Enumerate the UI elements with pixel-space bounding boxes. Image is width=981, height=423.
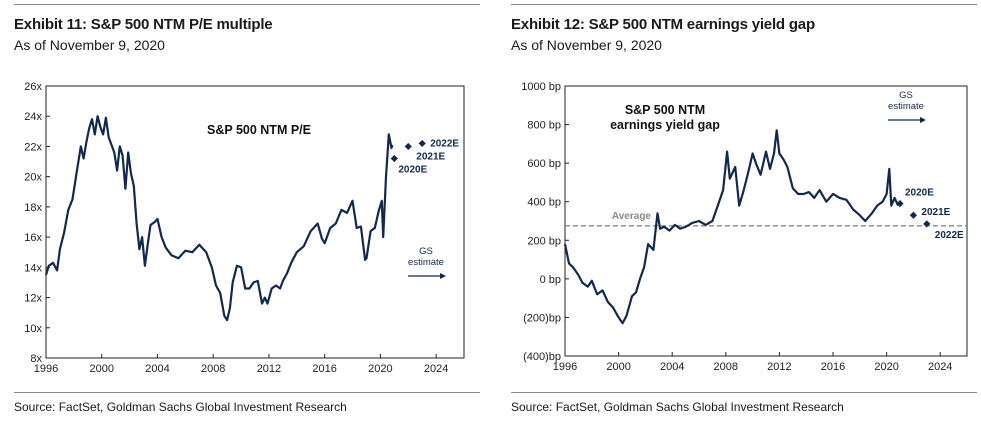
y-tick-label: 200 bp [527, 235, 561, 247]
y-tick-label: 8x [30, 353, 42, 365]
y-tick-label: 18x [24, 202, 42, 214]
estimate-label: 2022E [430, 138, 459, 149]
estimate-label: 2020E [398, 165, 427, 176]
top-rule [511, 4, 977, 5]
x-tick-label: 2004 [145, 363, 169, 375]
x-tick-label: 1996 [553, 361, 577, 373]
x-tick-label: 2016 [312, 363, 336, 375]
estimate-label-text: estimate [888, 101, 924, 112]
y-tick-label: 20x [24, 172, 42, 184]
x-tick-label: 2024 [424, 363, 448, 375]
x-tick-label: 2004 [660, 361, 684, 373]
left-panel: Exhibit 11: S&P 500 NTM P/E multiple As … [0, 0, 480, 423]
x-tick-label: 2024 [928, 361, 952, 373]
estimate-label: 2021E [921, 207, 950, 218]
x-tick-label: 2020 [368, 363, 392, 375]
y-tick-label: 800 bp [527, 120, 561, 132]
estimate-marker-2020e [896, 200, 904, 208]
exhibit-12-source: Source: FactSet, Goldman Sachs Global In… [511, 400, 844, 414]
gs-arrow-head [920, 117, 926, 123]
x-tick-label: 2000 [606, 361, 630, 373]
estimate-marker-2020e [390, 154, 398, 163]
y-tick-label: 10x [24, 323, 42, 335]
right-panel: Exhibit 12: S&P 500 NTM earnings yield g… [497, 0, 977, 423]
estimate-label: 2021E [416, 151, 445, 162]
gs-label: GS [899, 90, 913, 101]
estimate-label-text: estimate [408, 257, 444, 268]
estimate-marker-2021e [404, 142, 412, 151]
gs-arrow-head [440, 273, 446, 279]
earnings-yield-gap-chart: (400)bp (200)bp 0 bp 200 bp 400 bp 600 bp 800 … [521, 81, 968, 373]
x-tick-label: 2008 [714, 361, 738, 373]
estimate-label: 2020E [905, 188, 934, 199]
exhibit-11-title: Exhibit 11: S&P 500 NTM P/E multiple [14, 16, 273, 33]
y-tick-label: 0 bp [540, 274, 561, 286]
x-tick-label: 2012 [257, 363, 281, 375]
y-tick-label: 22x [24, 141, 42, 153]
series-line [563, 129, 900, 325]
y-tick-label: (400)bp [523, 351, 561, 363]
y-tick-label: 26x [24, 81, 42, 93]
chart-inner-title: S&P 500 NTM [625, 103, 705, 117]
plot-frame [564, 85, 968, 357]
x-tick-label: 1996 [34, 363, 58, 375]
y-tick-label: 14x [24, 262, 42, 274]
x-tick-label: 2012 [767, 361, 791, 373]
bottom-rule [511, 392, 977, 393]
estimate-marker-2022e [418, 139, 426, 148]
chart-inner-title: S&P 500 NTM P/E [207, 123, 311, 137]
x-tick-label: 2000 [89, 363, 113, 375]
estimate-marker-2022e [923, 220, 931, 228]
chart-inner-title: earnings yield gap [610, 118, 720, 132]
y-tick-label: 16x [24, 232, 42, 244]
x-tick-label: 2008 [201, 363, 225, 375]
x-tick-label: 2016 [821, 361, 845, 373]
gs-label: GS [419, 246, 433, 257]
exhibit-11-source: Source: FactSet, Goldman Sachs Global In… [14, 400, 347, 414]
y-tick-label: 400 bp [527, 197, 561, 209]
top-rule [14, 4, 480, 5]
average-label: Average [612, 211, 652, 222]
pe-multiple-chart: 8x 10x 12x 14x 16x 18x 20x 22x 24x 26x 1996 2000 200… [24, 81, 465, 375]
y-tick-label: 24x [24, 111, 42, 123]
bottom-rule [14, 392, 480, 393]
exhibit-11-subtitle: As of November 9, 2020 [14, 37, 165, 53]
plot-frame [45, 85, 465, 359]
exhibit-12-title: Exhibit 12: S&P 500 NTM earnings yield g… [511, 16, 815, 33]
estimate-marker-2021e [909, 211, 917, 219]
y-tick-label: 600 bp [527, 158, 561, 170]
y-tick-label: 12x [24, 293, 42, 305]
estimate-label: 2022E [935, 230, 964, 241]
y-tick-label: 1000 bp [521, 81, 561, 93]
series-line [44, 115, 394, 322]
x-tick-label: 2020 [874, 361, 898, 373]
exhibit-12-subtitle: As of November 9, 2020 [511, 37, 662, 53]
y-tick-label: (200)bp [523, 312, 561, 324]
